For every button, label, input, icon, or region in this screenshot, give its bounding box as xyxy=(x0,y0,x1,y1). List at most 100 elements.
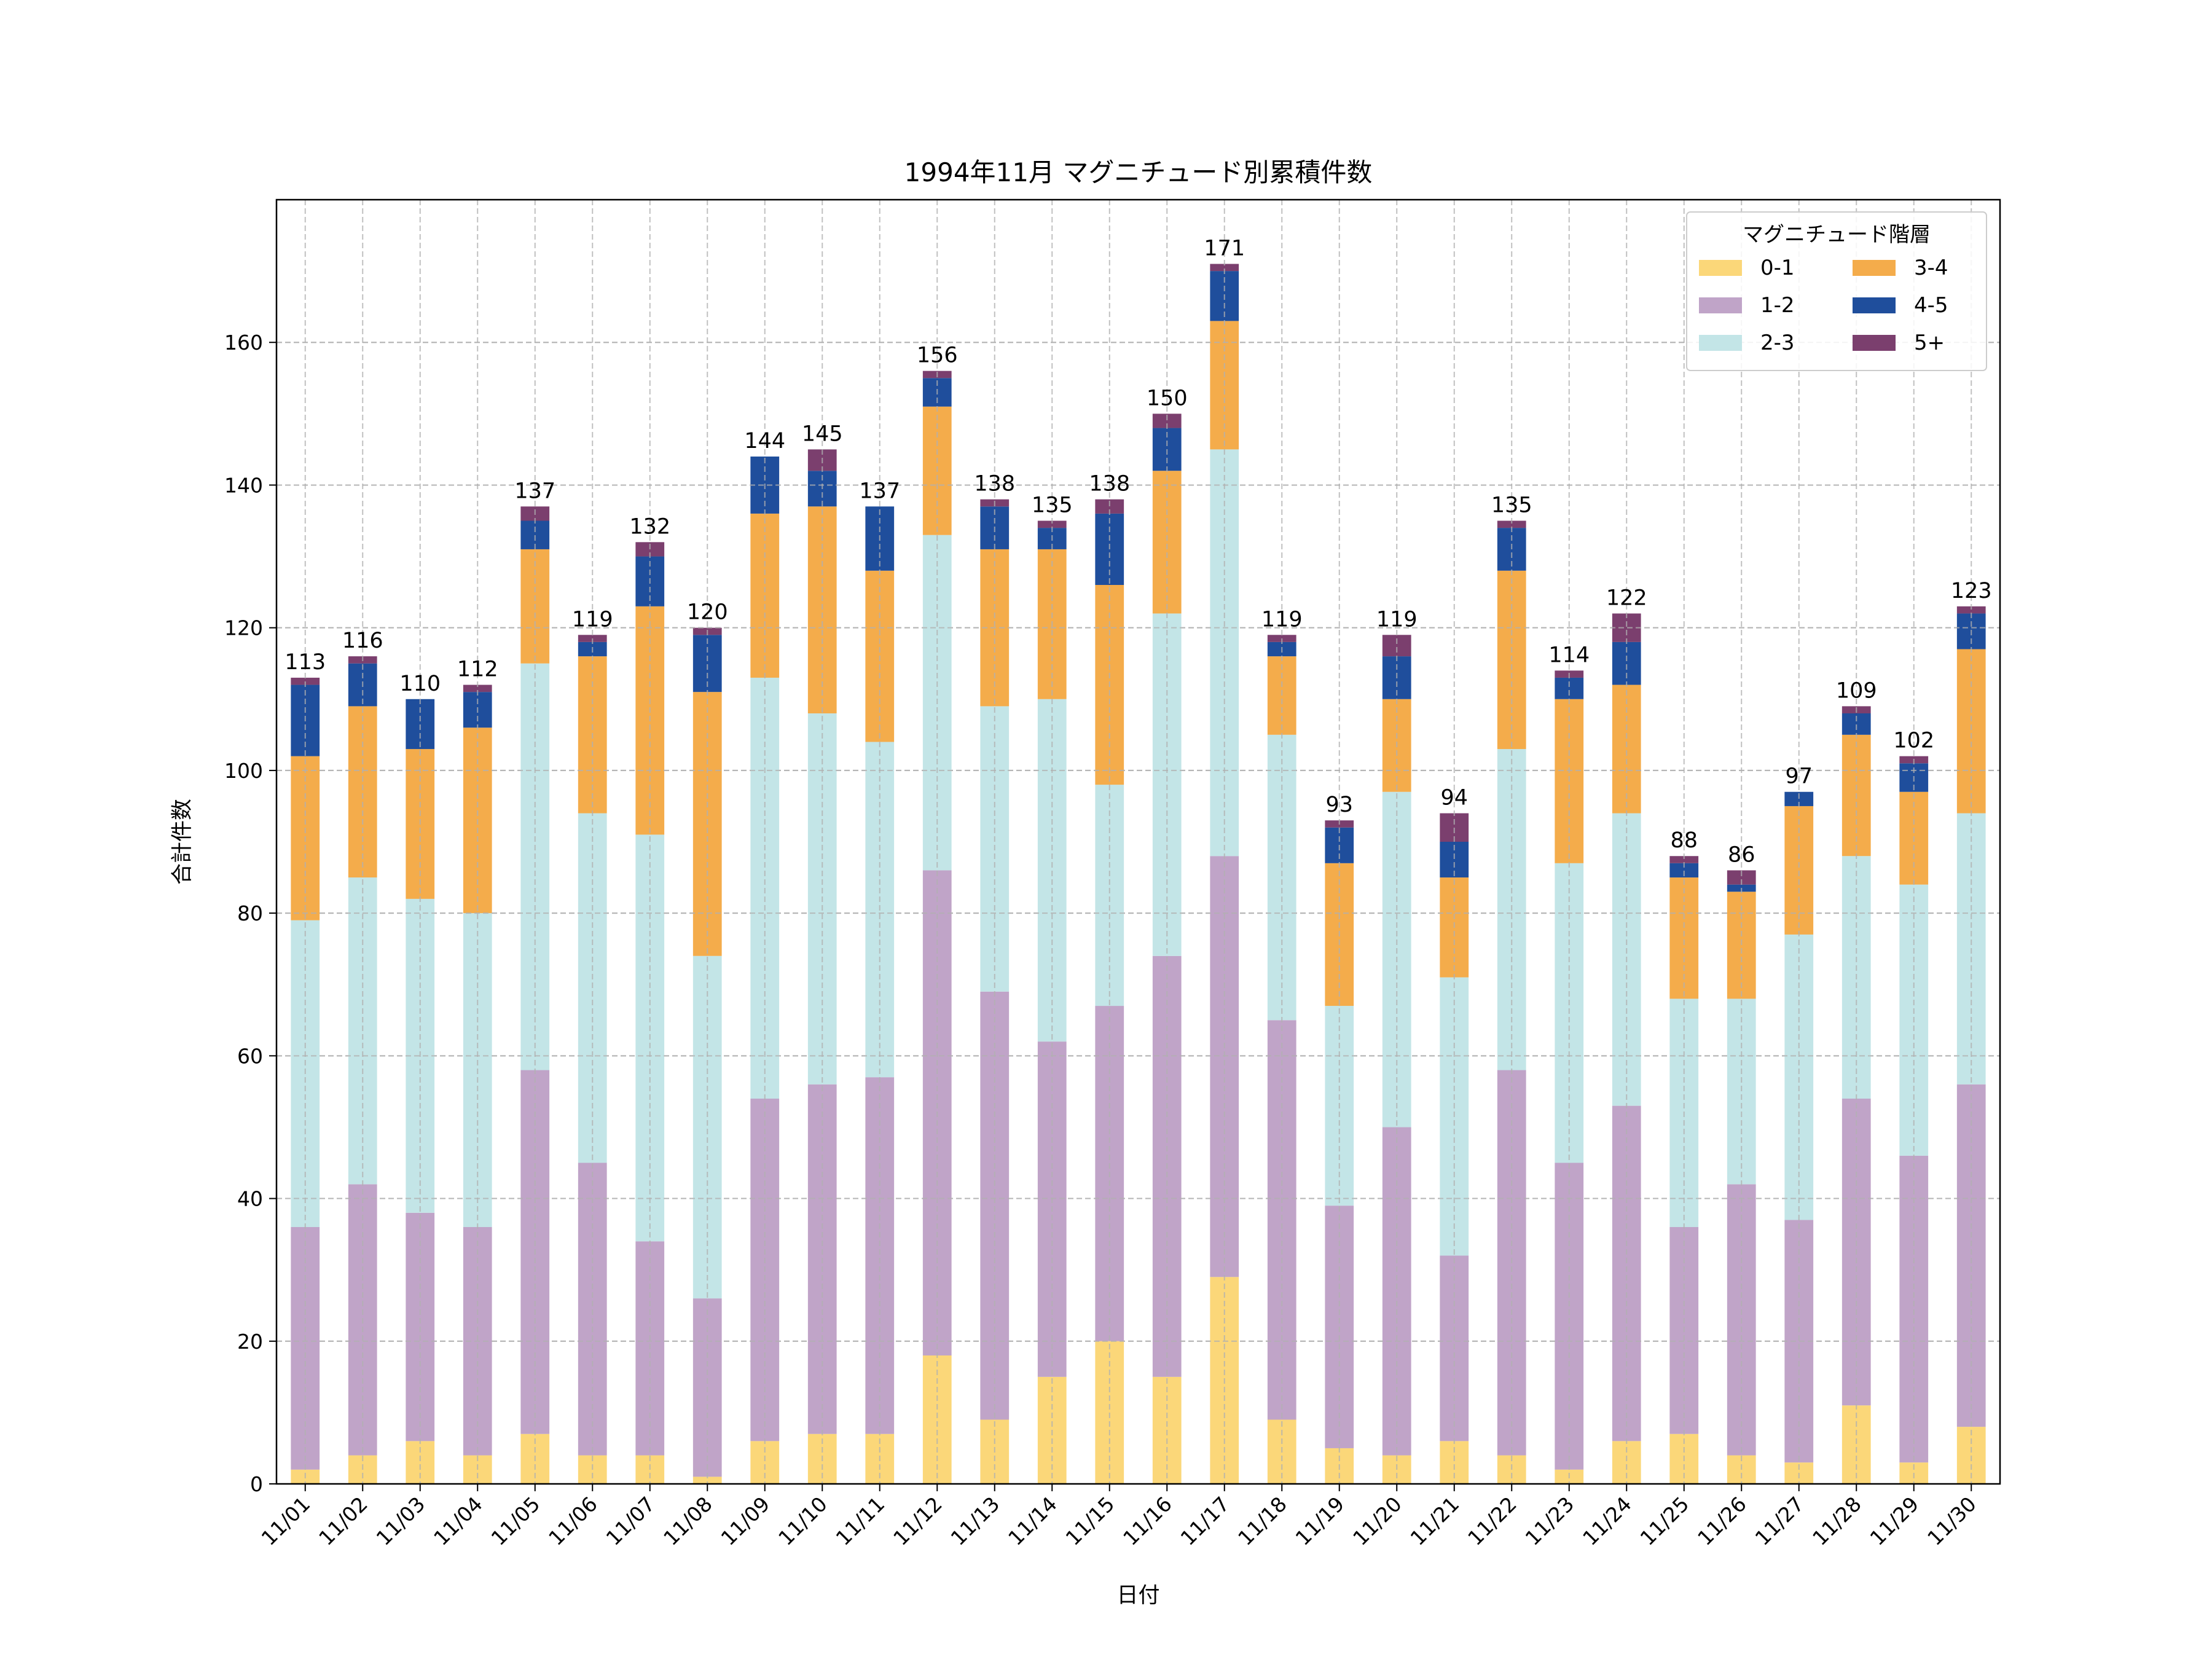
legend-label: 4-5 xyxy=(1914,293,1948,318)
total-label: 114 xyxy=(1548,643,1590,667)
total-label: 123 xyxy=(1951,579,1992,603)
total-labels: 113 116 110 112 137 119 132 120 144 145 137 156 138 1… xyxy=(284,237,1991,868)
total-label: 112 xyxy=(457,657,498,682)
total-label: 171 xyxy=(1204,237,1245,261)
plot-frame xyxy=(275,198,2001,1485)
x-tick-label: 11/24 xyxy=(1578,1492,1636,1550)
y-tick-label: 80 xyxy=(237,901,263,925)
total-label: 138 xyxy=(1089,472,1130,496)
legend-swatch xyxy=(1699,297,1742,313)
total-label: 137 xyxy=(514,479,555,503)
total-label: 144 xyxy=(744,429,785,453)
y-tick-label: 60 xyxy=(237,1044,263,1068)
total-label: 109 xyxy=(1836,678,1877,703)
total-label: 150 xyxy=(1147,386,1188,410)
x-tick-label: 11/17 xyxy=(1176,1492,1234,1550)
x-axis: 11/0111/0211/0311/0411/0511/0611/0711/08… xyxy=(257,1484,1981,1550)
legend-label: 0-1 xyxy=(1760,256,1795,280)
total-label: 132 xyxy=(629,514,670,539)
x-tick-label: 11/26 xyxy=(1693,1492,1751,1550)
bar-segment xyxy=(922,1355,952,1484)
y-tick-label: 40 xyxy=(237,1187,263,1211)
total-label: 120 xyxy=(687,600,728,625)
bar-segment xyxy=(1841,1405,1871,1484)
legend-label: 3-4 xyxy=(1914,256,1948,280)
bar-segment xyxy=(1612,684,1641,814)
x-tick-label: 11/23 xyxy=(1521,1492,1579,1550)
x-tick-label: 11/11 xyxy=(831,1492,890,1550)
total-label: 88 xyxy=(1670,828,1698,853)
total-label: 86 xyxy=(1728,842,1755,867)
bar-segment xyxy=(1210,264,1239,272)
bar-segment xyxy=(1956,606,1986,614)
total-label: 122 xyxy=(1606,586,1647,610)
bar-segment xyxy=(1152,414,1182,428)
legend-label: 5+ xyxy=(1914,331,1945,355)
x-tick-label: 11/28 xyxy=(1808,1492,1866,1550)
x-tick-label: 11/22 xyxy=(1463,1492,1521,1550)
x-tick-label: 11/07 xyxy=(602,1492,660,1550)
total-label: 110 xyxy=(399,672,441,696)
x-tick-label: 11/06 xyxy=(544,1492,602,1550)
bar-segment xyxy=(1095,785,1124,1006)
bar-segment xyxy=(1037,520,1067,528)
y-tick-label: 140 xyxy=(224,473,263,497)
x-tick-label: 11/15 xyxy=(1061,1492,1120,1550)
x-axis-label: 日付 xyxy=(1116,1583,1159,1608)
legend-box xyxy=(1686,211,1987,371)
bar-segment xyxy=(1267,734,1296,1021)
x-tick-label: 11/18 xyxy=(1233,1492,1292,1550)
y-tick-label: 160 xyxy=(224,331,263,355)
bar-segment xyxy=(807,506,837,713)
bar-segment xyxy=(1956,1084,1986,1427)
bars xyxy=(291,264,1986,1484)
x-tick-label: 11/19 xyxy=(1291,1492,1349,1550)
x-tick-label: 11/09 xyxy=(716,1492,775,1550)
x-tick-label: 11/02 xyxy=(314,1492,372,1550)
x-tick-label: 11/16 xyxy=(1118,1492,1177,1550)
bar-segment xyxy=(348,706,377,878)
x-tick-label: 11/05 xyxy=(487,1492,545,1550)
total-label: 93 xyxy=(1325,793,1353,817)
total-label: 145 xyxy=(802,422,843,446)
bar-segment xyxy=(1612,1105,1641,1441)
x-tick-label: 11/25 xyxy=(1636,1492,1694,1550)
total-label: 135 xyxy=(1491,493,1532,518)
bar-segment xyxy=(692,1477,722,1484)
total-label: 97 xyxy=(1785,764,1813,789)
x-tick-label: 11/27 xyxy=(1751,1492,1809,1550)
bar-segment xyxy=(406,699,435,750)
legend-items: 0-1 1-2 2-3 3-4 4-5 5+ xyxy=(1699,256,1948,355)
legend-label: 2-3 xyxy=(1760,331,1795,355)
total-label: 137 xyxy=(859,479,900,503)
bar-segment xyxy=(1497,520,1526,528)
x-tick-label: 11/20 xyxy=(1348,1492,1406,1550)
bar-segment xyxy=(291,677,320,685)
x-tick-label: 11/13 xyxy=(946,1492,1005,1550)
x-tick-label: 11/01 xyxy=(257,1492,315,1550)
legend-swatch xyxy=(1853,260,1896,276)
y-tick-label: 120 xyxy=(224,616,263,640)
total-label: 113 xyxy=(284,650,326,675)
chart-title: 1994年11月 マグニチュード別累積件数 xyxy=(904,157,1373,187)
bar-segment xyxy=(1095,499,1124,514)
bar-segment xyxy=(1555,1163,1584,1470)
x-tick-label: 11/21 xyxy=(1406,1492,1464,1550)
x-tick-label: 11/30 xyxy=(1923,1492,1981,1550)
total-label: 119 xyxy=(572,607,613,632)
x-tick-label: 11/10 xyxy=(774,1492,832,1550)
bar-segment xyxy=(463,684,492,692)
x-tick-label: 11/08 xyxy=(659,1492,717,1550)
grid-overlay xyxy=(276,342,2000,1342)
bar-segment xyxy=(1669,863,1699,878)
total-label: 119 xyxy=(1261,607,1303,632)
total-label: 156 xyxy=(917,343,958,368)
total-label: 138 xyxy=(974,472,1015,496)
y-tick-label: 20 xyxy=(237,1330,263,1354)
bar-segment xyxy=(1382,635,1411,657)
y-tick-label: 100 xyxy=(224,759,263,783)
bar-segment xyxy=(1669,877,1699,999)
legend-title: マグニチュード階層 xyxy=(1743,222,1931,247)
x-tick-label: 11/14 xyxy=(1003,1492,1062,1550)
bar-segment xyxy=(1555,677,1584,699)
